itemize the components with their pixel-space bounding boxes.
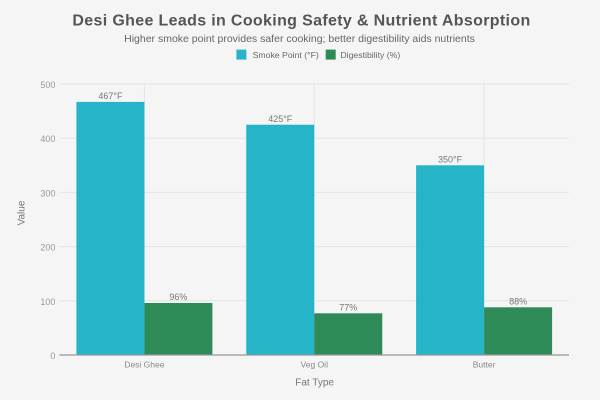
svg-text:425°F: 425°F — [268, 114, 293, 124]
svg-text:100: 100 — [40, 297, 55, 307]
svg-text:96%: 96% — [169, 292, 187, 302]
svg-text:Butter: Butter — [473, 360, 496, 370]
svg-text:Veg Oil: Veg Oil — [301, 360, 329, 370]
svg-text:77%: 77% — [339, 302, 357, 312]
svg-text:Value: Value — [17, 200, 28, 225]
svg-text:Desi Ghee Leads in Cooking Saf: Desi Ghee Leads in Cooking Safety & Nutr… — [72, 13, 530, 30]
svg-text:Digestibility (%): Digestibility (%) — [340, 50, 400, 60]
svg-text:0: 0 — [50, 351, 55, 361]
svg-text:467°F: 467°F — [98, 91, 123, 101]
svg-text:Smoke Point (°F): Smoke Point (°F) — [253, 50, 319, 60]
svg-text:88%: 88% — [509, 296, 527, 306]
svg-text:200: 200 — [40, 243, 55, 253]
svg-text:350°F: 350°F — [438, 154, 463, 164]
svg-text:500: 500 — [40, 80, 55, 90]
svg-text:Fat Type: Fat Type — [295, 378, 334, 389]
svg-text:400: 400 — [40, 134, 55, 144]
svg-text:Higher smoke point provides sa: Higher smoke point provides safer cookin… — [124, 33, 475, 45]
svg-text:300: 300 — [40, 188, 55, 198]
svg-text:Desi Ghee: Desi Ghee — [124, 360, 164, 370]
